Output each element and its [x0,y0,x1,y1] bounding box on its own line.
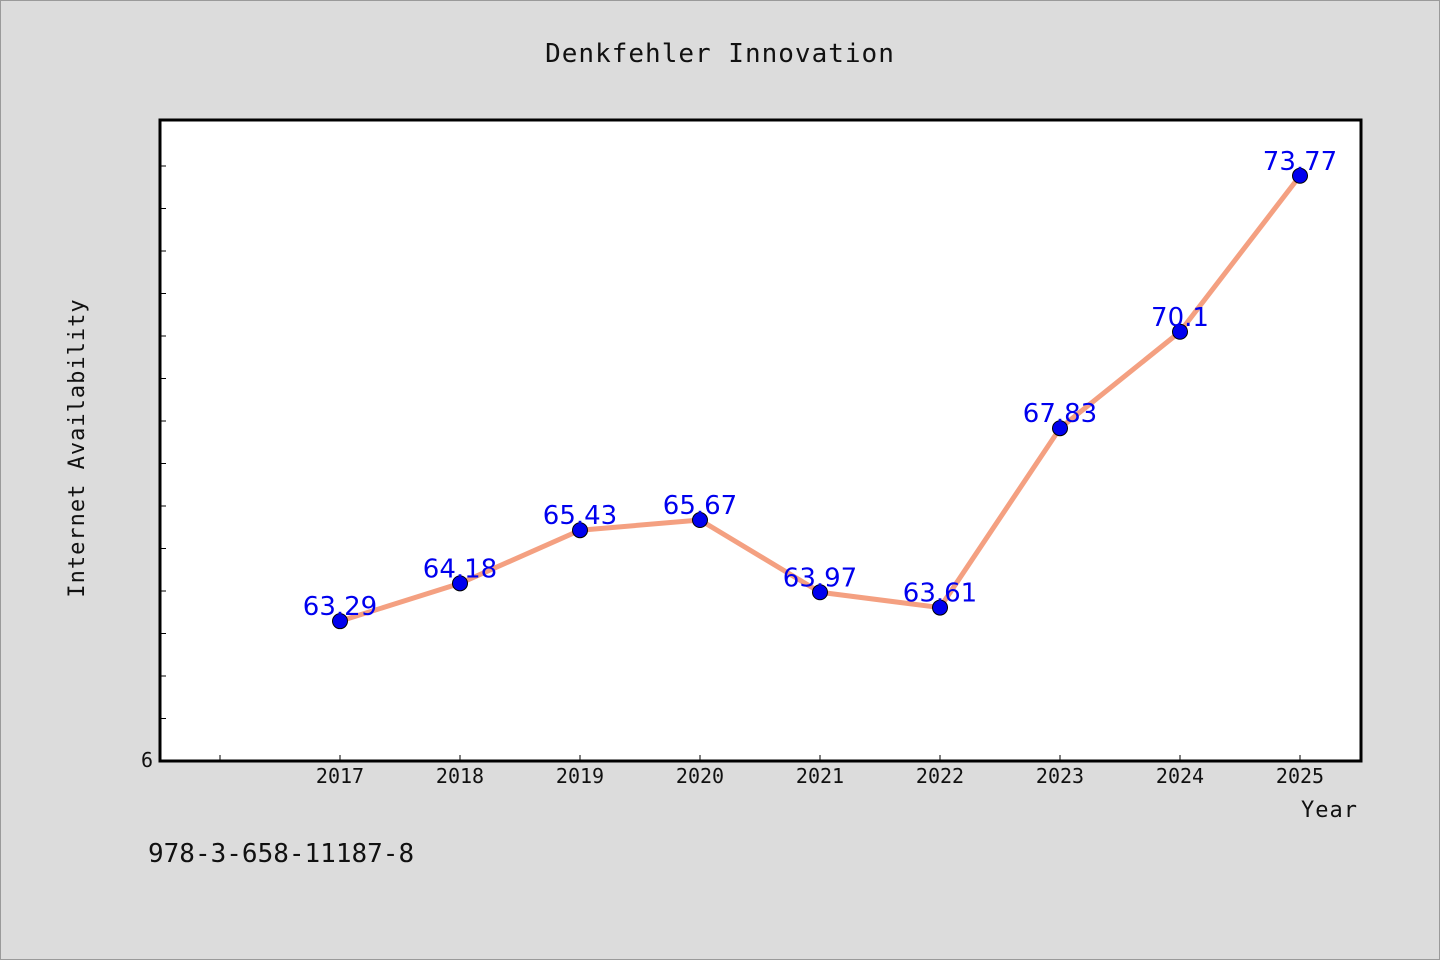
x-tick-label: 2023 [1036,764,1084,788]
data-label: 70.1 [1151,303,1209,333]
data-point [1172,323,1188,340]
data-point [932,599,948,616]
x-tick-label: 2018 [436,764,484,788]
data-point [452,575,468,592]
x-tick-label: 2021 [796,764,844,788]
x-tick-label: 2022 [916,764,964,788]
data-label: 63.61 [903,579,977,609]
chart-title: Denkfehler Innovation [545,39,895,69]
data-label: 64.18 [423,554,497,584]
data-point [692,512,708,529]
x-tick-label: 2025 [1276,764,1324,788]
y-axis-ticks [160,165,166,719]
data-label: 67.83 [1023,399,1097,429]
x-tick-label: 2019 [556,764,604,788]
data-label: 73.77 [1263,147,1337,177]
y-axis-label: Internet Availability [65,298,90,597]
x-tick-label: 2020 [676,764,724,788]
plot-area [158,118,1363,763]
data-label: 65.43 [543,501,617,531]
data-point [812,584,828,601]
x-axis-label: Year [1301,798,1358,823]
data-label: 65.67 [663,491,737,521]
x-tick-label: 2017 [316,764,364,788]
y-tick-label: 6 [141,748,153,772]
data-label: 63.97 [783,563,857,593]
series-internet-availability: 63.29 64.18 65.43 65.67 63.97 63.61 67.83 70.1 7… [303,147,1337,630]
data-point [332,613,348,630]
x-tick-label: 2024 [1156,764,1204,788]
series-markers [332,167,1308,630]
isbn-text: 978-3-658-11187-8 [148,839,414,869]
data-label: 63.29 [303,592,377,622]
data-point [572,522,588,539]
x-axis-ticks [219,755,1301,761]
data-point [1292,167,1308,184]
data-labels: 63.29 64.18 65.43 65.67 63.97 63.61 67.83 70.1 7… [303,147,1337,622]
data-point [1052,420,1068,437]
x-axis-tick-labels: 2017 2018 2019 2020 2021 2022 2023 2024 2025 [316,764,1324,788]
